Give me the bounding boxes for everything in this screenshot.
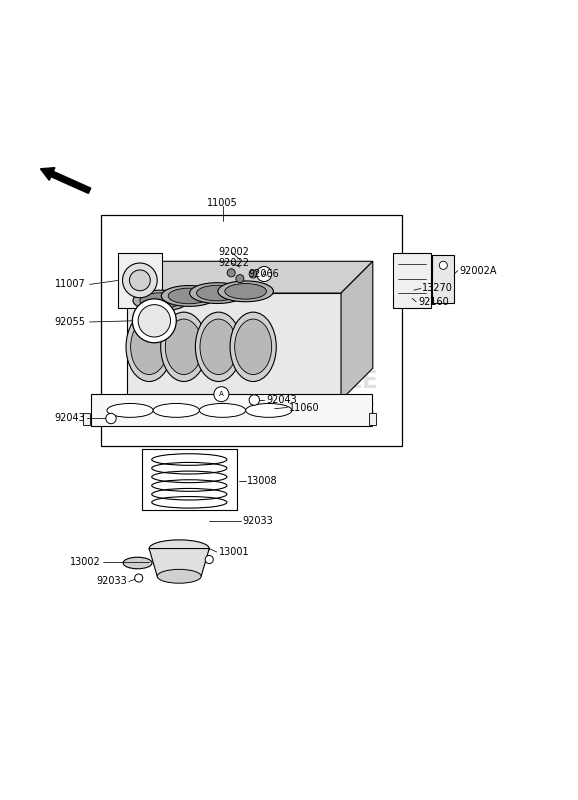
Ellipse shape — [225, 283, 266, 299]
Text: 92043: 92043 — [55, 414, 86, 423]
Text: 92002: 92002 — [218, 247, 249, 257]
Text: MOTORCYCLE
SPARE PARTS: MOTORCYCLE SPARE PARTS — [199, 370, 379, 425]
Circle shape — [249, 270, 257, 278]
Text: 13270: 13270 — [422, 283, 453, 294]
Ellipse shape — [123, 558, 152, 569]
Ellipse shape — [246, 403, 292, 418]
Bar — [142, 449, 237, 510]
Ellipse shape — [133, 290, 188, 311]
Text: 13002: 13002 — [71, 557, 101, 567]
Ellipse shape — [199, 403, 246, 418]
Ellipse shape — [149, 540, 209, 558]
Circle shape — [439, 262, 447, 270]
Circle shape — [138, 305, 171, 337]
Circle shape — [135, 574, 143, 582]
Ellipse shape — [157, 570, 201, 583]
Text: 11005: 11005 — [207, 198, 238, 209]
Ellipse shape — [168, 288, 210, 304]
Circle shape — [106, 414, 116, 424]
Text: 92043: 92043 — [266, 395, 297, 405]
Ellipse shape — [161, 312, 207, 382]
Ellipse shape — [161, 286, 217, 306]
Ellipse shape — [107, 403, 153, 418]
Text: A: A — [219, 391, 224, 398]
Circle shape — [214, 386, 229, 402]
Text: 92066: 92066 — [249, 269, 279, 279]
Bar — [101, 215, 402, 446]
Bar — [91, 394, 372, 426]
Bar — [83, 414, 90, 425]
Circle shape — [236, 274, 244, 282]
Text: 92002A: 92002A — [460, 266, 497, 275]
Text: 92033: 92033 — [243, 516, 273, 526]
Ellipse shape — [230, 312, 276, 382]
Circle shape — [249, 394, 260, 406]
Ellipse shape — [126, 312, 172, 382]
Ellipse shape — [218, 281, 273, 302]
Ellipse shape — [140, 293, 181, 308]
Ellipse shape — [165, 319, 202, 374]
Circle shape — [227, 269, 235, 277]
Ellipse shape — [153, 403, 199, 418]
Ellipse shape — [235, 319, 272, 374]
Text: 13001: 13001 — [218, 547, 249, 557]
Text: 92160: 92160 — [418, 297, 449, 306]
Text: 11060: 11060 — [289, 402, 320, 413]
Polygon shape — [341, 262, 373, 400]
Ellipse shape — [197, 286, 238, 301]
Circle shape — [205, 555, 213, 563]
Text: 13008: 13008 — [247, 476, 278, 486]
Bar — [432, 255, 454, 303]
Text: 92055: 92055 — [54, 317, 86, 327]
Ellipse shape — [131, 319, 168, 374]
Ellipse shape — [195, 312, 242, 382]
Polygon shape — [149, 549, 209, 576]
Ellipse shape — [200, 319, 237, 374]
Circle shape — [123, 263, 157, 298]
Bar — [118, 253, 162, 307]
Text: 92033: 92033 — [97, 577, 127, 586]
FancyArrow shape — [40, 168, 91, 194]
Circle shape — [257, 266, 272, 282]
Circle shape — [129, 270, 150, 290]
Polygon shape — [127, 293, 341, 400]
Bar — [393, 253, 431, 307]
Circle shape — [132, 299, 176, 342]
Polygon shape — [127, 262, 373, 293]
Text: 11007: 11007 — [55, 279, 86, 290]
Ellipse shape — [190, 282, 245, 303]
Text: A: A — [262, 271, 266, 277]
Bar — [369, 414, 376, 425]
Text: 92022: 92022 — [218, 258, 250, 268]
